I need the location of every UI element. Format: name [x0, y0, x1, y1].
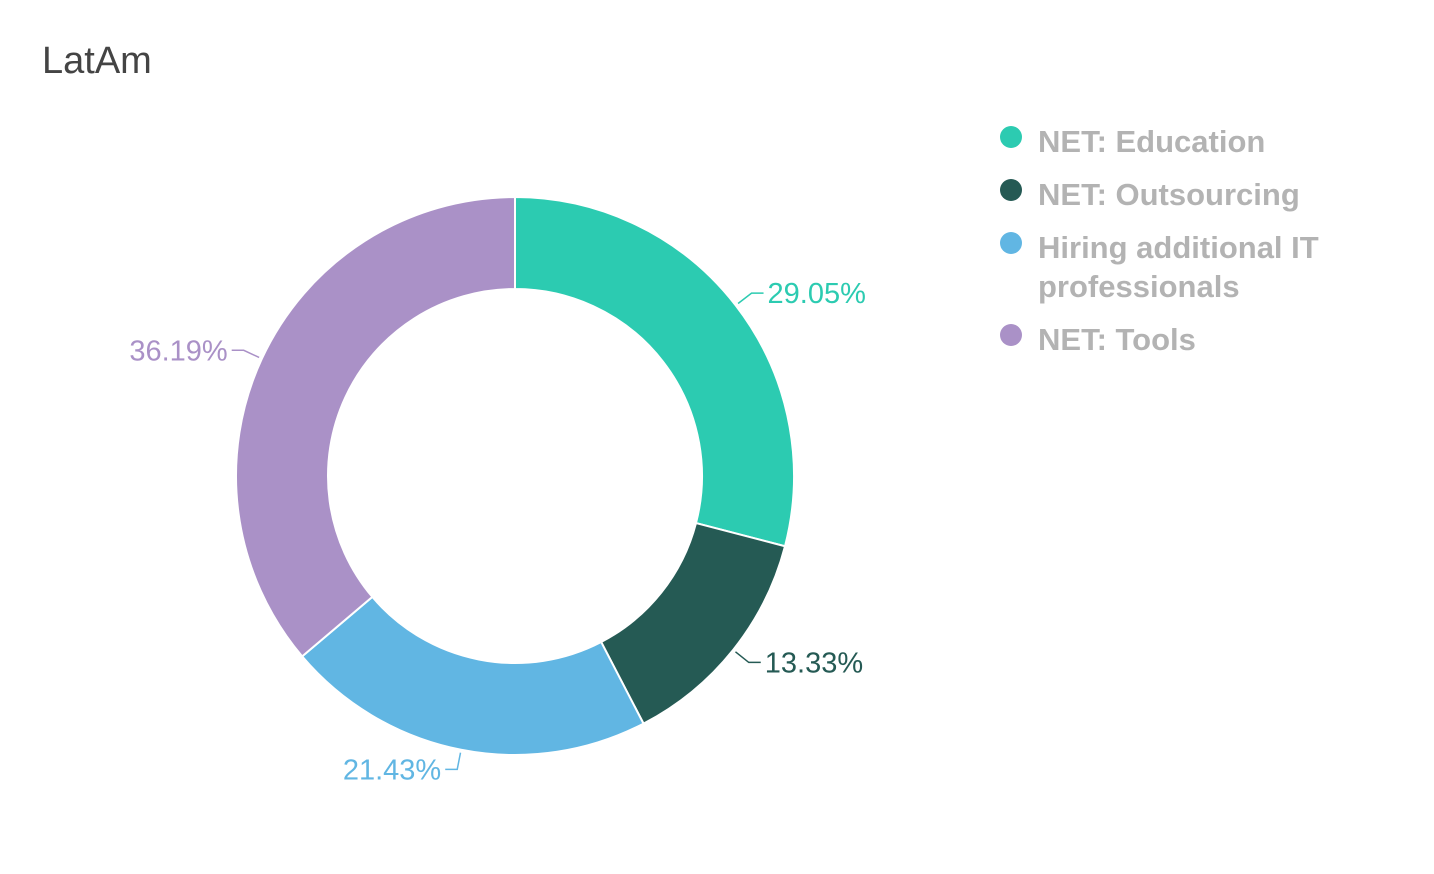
- slice-education: [514, 195, 795, 548]
- legend-label: NET: Tools: [1038, 322, 1196, 357]
- leader-line: [445, 752, 462, 771]
- legend-label: NET: Education: [1038, 124, 1266, 159]
- leader-line: [735, 651, 761, 664]
- leader-line: [737, 292, 764, 305]
- legend-label: NET: Outsourcing: [1038, 177, 1300, 212]
- leader-line: [231, 349, 260, 359]
- legend-swatch: [1000, 324, 1022, 346]
- slice-tools: [235, 195, 516, 658]
- legend: NET: Education NET: Outsourcing Hiring a…: [1000, 122, 1400, 373]
- legend-item-education: NET: Education: [1000, 122, 1400, 161]
- legend-item-tools: NET: Tools: [1000, 320, 1400, 359]
- data-label: 29.05%: [768, 278, 866, 310]
- slice-hiring: [300, 595, 645, 756]
- data-label: 13.33%: [765, 647, 863, 679]
- legend-label: Hiring additional IT professionals: [1038, 230, 1319, 304]
- legend-item-hiring: Hiring additional IT professionals: [1000, 228, 1400, 306]
- data-label: 21.43%: [343, 754, 441, 786]
- legend-swatch: [1000, 126, 1022, 148]
- legend-swatch: [1000, 179, 1022, 201]
- legend-item-outsourcing: NET: Outsourcing: [1000, 175, 1400, 214]
- legend-swatch: [1000, 232, 1022, 254]
- chart-title: LatAm: [42, 40, 152, 82]
- data-label: 36.19%: [129, 335, 227, 367]
